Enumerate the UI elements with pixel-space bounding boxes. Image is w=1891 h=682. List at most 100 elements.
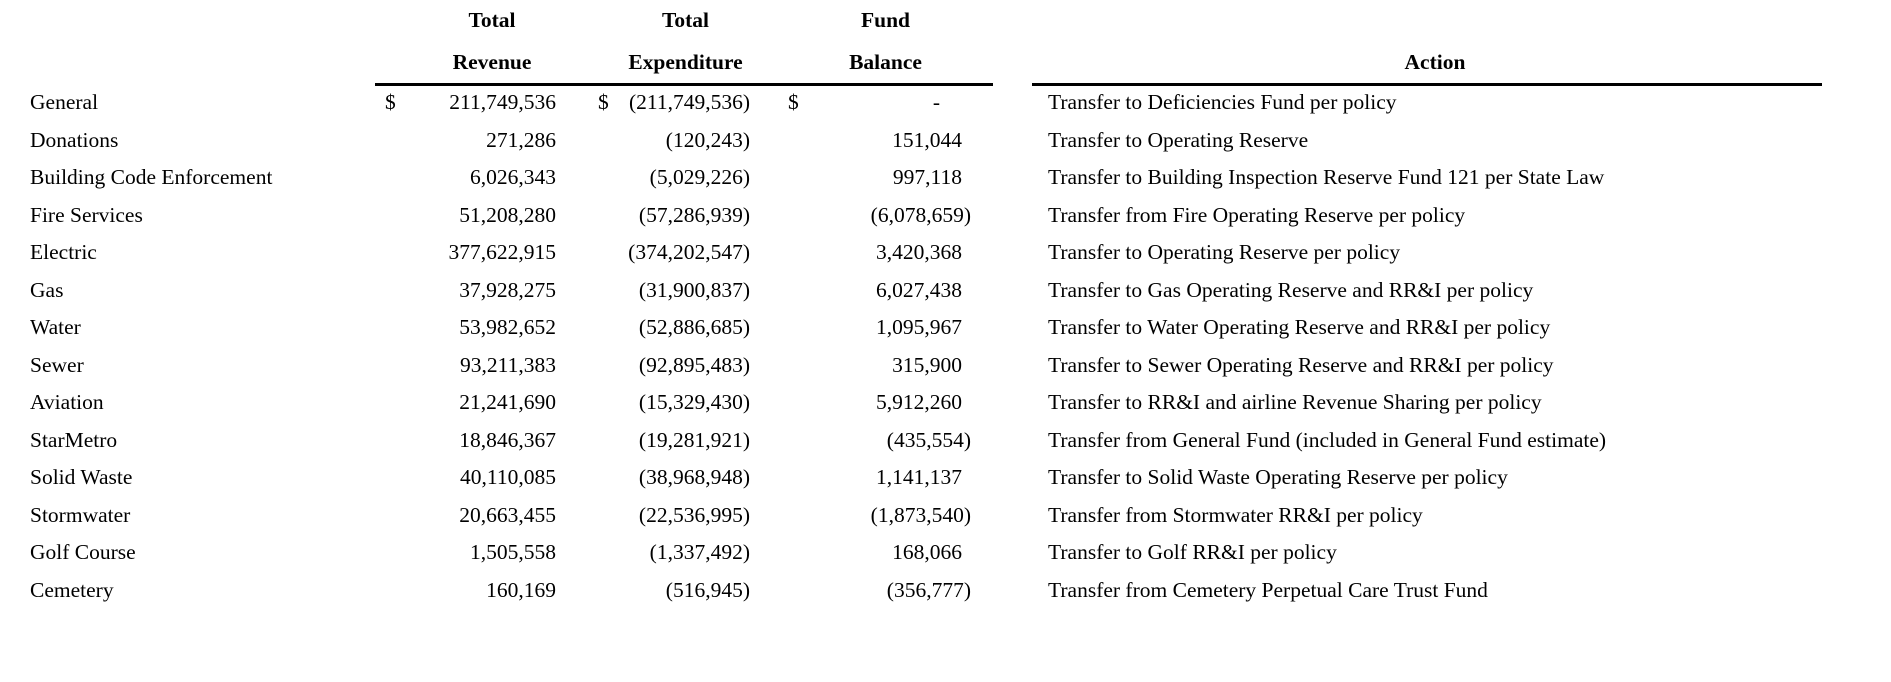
table-row: Golf Course 1,505,558 (1,337,492) 168,06…: [30, 534, 1822, 572]
gap-cell: [971, 572, 1048, 610]
action-text: Transfer to Gas Operating Reserve and RR…: [1048, 277, 1534, 302]
balance-value: 6,027,438: [876, 277, 962, 302]
total-revenue-cell: $211,749,536: [375, 84, 565, 122]
revenue-value: 93,211,383: [460, 352, 556, 377]
action-text: Transfer from Fire Operating Reserve per…: [1048, 202, 1466, 227]
total-revenue-cell: 40,110,085: [375, 459, 565, 497]
table-row: General $211,749,536 $ (211,749,536) $ - T…: [30, 84, 1822, 122]
fund-name: Aviation: [30, 390, 104, 414]
fund-balance-cell: 151,044: [750, 122, 971, 160]
gap-cell: [971, 384, 1048, 422]
total-revenue-cell: 271,286: [375, 122, 565, 160]
gap-column-spacer: [971, 40, 1048, 84]
fund-balance-header-line1: Fund: [860, 7, 910, 32]
total-expenditure-header-line1: Total: [662, 7, 709, 32]
total-revenue-cell: 93,211,383: [375, 347, 565, 385]
total-expenditure-cell: (374,202,547): [565, 234, 750, 272]
total-expenditure-cell: $ (211,749,536): [565, 84, 750, 122]
revenue-value: 20,663,455: [459, 502, 556, 527]
table-row: Cemetery 160,169 (516,945) (356,777) Tra…: [30, 572, 1822, 610]
fund-name: Cemetery: [30, 577, 114, 602]
total-revenue-header-line1: Total: [468, 7, 516, 32]
table-row: Aviation 21,241,690 (15,329,430) 5,912,2…: [30, 384, 1822, 422]
balance-value: 1,141,137: [876, 465, 962, 489]
revenue-value: 211,749,536: [449, 90, 556, 114]
expenditure-value: (19,281,921): [638, 427, 750, 452]
fund-name: Sewer: [30, 352, 84, 377]
fund-balance-cell: (356,777): [750, 572, 971, 610]
total-expenditure-cell: (31,900,837): [565, 272, 750, 310]
expenditure-value: (1,337,492): [649, 540, 750, 564]
expenditure-value: (52,886,685): [638, 315, 750, 339]
revenue-value: 1,505,558: [470, 540, 556, 564]
total-revenue-cell: 160,169: [375, 572, 565, 610]
gap-cell: [971, 234, 1048, 272]
fund-balance-cell: (1,873,540): [750, 497, 971, 535]
total-revenue-cell: 51,208,280: [375, 197, 565, 235]
total-expenditure-cell: (22,536,995): [565, 497, 750, 535]
total-expenditure-cell: (52,886,685): [565, 309, 750, 347]
fund-balance-cell: 6,027,438: [750, 272, 971, 310]
action-text: Transfer from Stormwater RR&I per policy: [1048, 502, 1423, 527]
total-expenditure-cell: (57,286,939): [565, 197, 750, 235]
revenue-value: 18,846,367: [459, 427, 556, 452]
table-header: Total Total Fund Revenue Expenditure Bal…: [30, 0, 1822, 84]
fund-name: Water: [30, 315, 81, 339]
table-row: Sewer 93,211,383 (92,895,483) 315,900 Tr…: [30, 347, 1822, 385]
fund-balance-cell: 1,141,137: [750, 459, 971, 497]
gap-cell: [971, 309, 1048, 347]
fund-name: Electric: [30, 240, 97, 264]
table-row: Donations 271,286 (120,243) 151,044 Tran…: [30, 122, 1822, 160]
gap-cell: [971, 497, 1048, 535]
fund-balance-cell: 1,095,967: [750, 309, 971, 347]
action-text: Transfer to Operating Reserve: [1048, 127, 1309, 152]
action-header-spacer: [1048, 0, 1822, 40]
currency-symbol: $: [385, 90, 396, 114]
table-row: Gas 37,928,275 (31,900,837) 6,027,438 Tr…: [30, 272, 1822, 310]
table-row: Water 53,982,652 (52,886,685) 1,095,967 …: [30, 309, 1822, 347]
total-expenditure-cell: (15,329,430): [565, 384, 750, 422]
fund-name: Building Code Enforcement: [30, 165, 273, 189]
expenditure-value: (22,536,995): [638, 502, 750, 527]
action-text: Transfer to Solid Waste Operating Reserv…: [1048, 465, 1508, 489]
expenditure-value: (374,202,547): [628, 240, 750, 264]
expenditure-value: (120,243): [665, 127, 750, 152]
action-text: Transfer to Operating Reserve per policy: [1048, 240, 1401, 264]
fund-balance-cell: (6,078,659): [750, 197, 971, 235]
action-column-header: Action: [1404, 49, 1466, 74]
balance-value: (435,554): [886, 427, 971, 452]
revenue-value: 53,982,652: [459, 315, 556, 339]
total-expenditure-header-line2: Expenditure: [628, 49, 743, 74]
revenue-value: 160,169: [486, 577, 556, 602]
total-revenue-cell: 20,663,455: [375, 497, 565, 535]
fund-balance-cell: 3,420,368: [750, 234, 971, 272]
fund-name: Donations: [30, 127, 119, 152]
balance-value: (6,078,659): [870, 202, 971, 227]
action-text: Transfer to Sewer Operating Reserve and …: [1048, 352, 1554, 377]
total-expenditure-cell: (1,337,492): [565, 534, 750, 572]
gap-cell: [971, 122, 1048, 160]
fund-name: StarMetro: [30, 427, 118, 452]
balance-value: 5,912,260: [876, 390, 962, 414]
expenditure-value: (15,329,430): [638, 390, 750, 414]
header-row-1: Total Total Fund: [30, 0, 1822, 40]
fund-summary-table: Total Total Fund Revenue Expenditure Bal…: [30, 0, 1822, 609]
gap-column-spacer: [971, 0, 1048, 40]
fund-balance-cell: (435,554): [750, 422, 971, 460]
revenue-value: 6,026,343: [470, 165, 556, 189]
numeric-columns-header-rule: [375, 83, 993, 86]
action-text: Transfer to Deficiencies Fund per policy: [1048, 90, 1397, 114]
total-revenue-cell: 1,505,558: [375, 534, 565, 572]
table-row: Electric 377,622,915 (374,202,547) 3,420…: [30, 234, 1822, 272]
expenditure-value: (38,968,948): [638, 465, 750, 489]
action-text: Transfer to Water Operating Reserve and …: [1048, 315, 1551, 339]
total-revenue-cell: 21,241,690: [375, 384, 565, 422]
action-text: Transfer from General Fund (included in …: [1048, 427, 1607, 452]
total-revenue-cell: 18,846,367: [375, 422, 565, 460]
total-expenditure-cell: (38,968,948): [565, 459, 750, 497]
fund-balance-cell: $ -: [750, 84, 971, 122]
fund-balance-cell: 315,900: [750, 347, 971, 385]
expenditure-value: (516,945): [665, 577, 750, 602]
total-revenue-header-line2: Revenue: [452, 49, 532, 74]
